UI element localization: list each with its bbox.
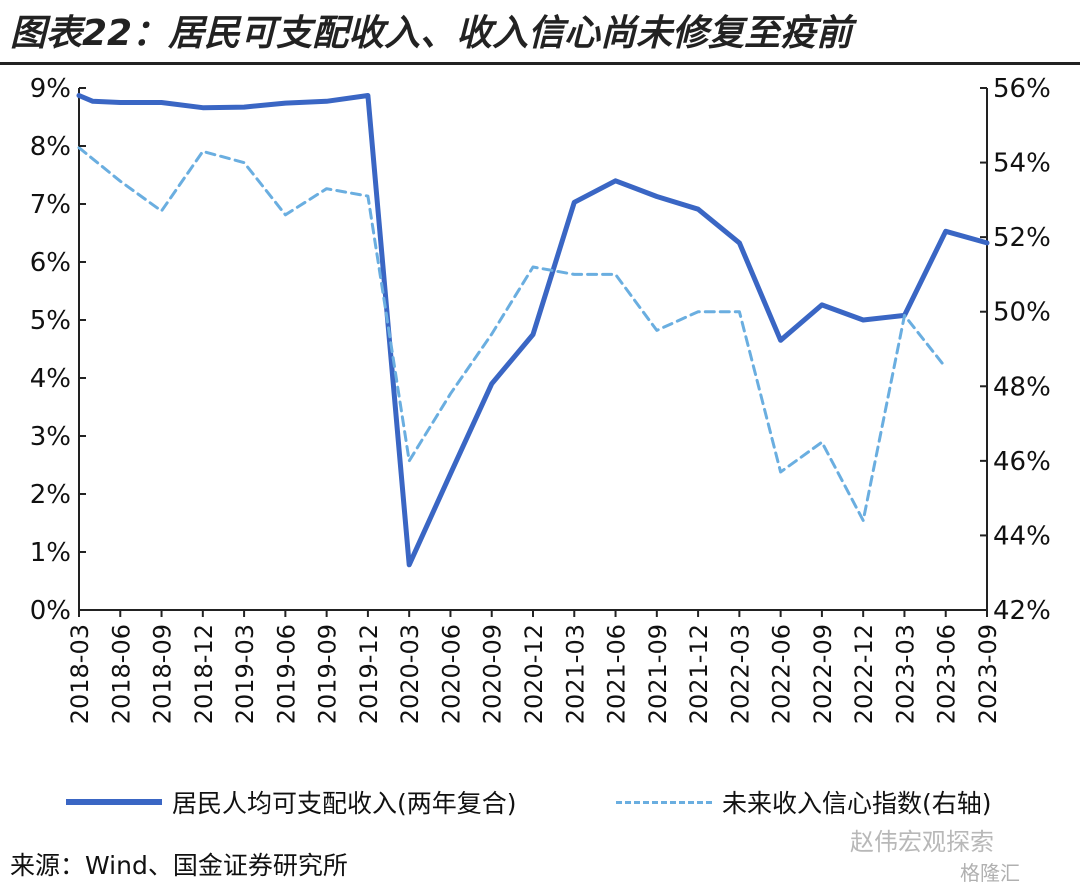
legend-swatch-solid-line: [66, 799, 162, 805]
x-axis-tick-label: 2018-09: [149, 624, 177, 724]
x-axis-tick-label: 2021-12: [685, 624, 713, 724]
left-axis-tick-label: 2%: [30, 480, 71, 510]
x-axis-tick-label: 2019-06: [272, 624, 300, 724]
left-axis-tick-label: 7%: [30, 190, 71, 220]
x-axis-tick-label: 2019-09: [314, 624, 342, 724]
x-axis-tick-label: 2020-12: [520, 624, 548, 724]
watermark-text: 赵伟宏观探索: [850, 828, 994, 856]
left-axis-tick-label: 1%: [30, 538, 71, 568]
watermark-brand: 格隆汇: [960, 861, 1020, 885]
x-axis-tick-label: 2021-09: [644, 624, 672, 724]
x-axis-tick-label: 2018-06: [107, 624, 135, 724]
right-axis-tick-label: 54%: [993, 149, 1051, 179]
title-divider: [0, 62, 1080, 65]
x-axis-tick-label: 2023-03: [891, 624, 919, 724]
right-axis-tick-label: 50%: [993, 298, 1051, 328]
x-axis-tick-label: 2022-06: [768, 624, 796, 724]
right-axis-tick-label: 56%: [993, 74, 1051, 104]
left-axis-tick-label: 5%: [30, 306, 71, 336]
x-axis-tick-label: 2020-06: [437, 624, 465, 724]
left-axis-tick-label: 3%: [30, 422, 71, 452]
left-axis-tick-label: 9%: [30, 74, 71, 104]
right-axis-tick-label: 42%: [993, 596, 1051, 626]
x-axis-tick-label: 2022-12: [850, 624, 878, 724]
left-axis-tick-label: 0%: [30, 596, 71, 626]
right-axis-tick-label: 46%: [993, 447, 1051, 477]
series-line-2: [77, 146, 948, 522]
right-axis-tick-label: 44%: [993, 521, 1051, 551]
x-axis-tick-label: 2020-03: [396, 624, 424, 724]
series-line-1: [76, 93, 990, 568]
chart-title: 图表22：居民可支配收入、收入信心尚未修复至疫前: [10, 13, 853, 54]
x-axis-tick-label: 2023-06: [933, 624, 961, 724]
legend-label-series-2: 未来收入信心指数(右轴): [722, 789, 992, 818]
x-axis-tick-label: 2019-12: [355, 624, 383, 724]
x-axis-tick-label: 2018-12: [190, 624, 218, 724]
chart-series-layer: [76, 93, 990, 568]
chart-axes: [78, 88, 988, 611]
chart-ticks-layer: 0% 1% 2% 3% 4% 5% 6% 7% 8% 9% 42% 44% 46% 48% 50% 52% 54…: [30, 74, 1051, 724]
x-axis-tick-label: 2021-03: [561, 624, 589, 724]
x-axis-tick-label: 2022-09: [809, 624, 837, 724]
legend-item-series-1: 居民人均可支配收入(两年复合): [66, 784, 517, 820]
right-axis-tick-label: 52%: [993, 223, 1051, 253]
left-axis-tick-label: 6%: [30, 248, 71, 278]
left-axis-tick-label: 8%: [30, 132, 71, 162]
x-axis-tick-label: 2018-03: [66, 624, 94, 724]
legend-label-series-1: 居民人均可支配收入(两年复合): [172, 789, 517, 818]
chart-legend: 居民人均可支配收入(两年复合) 未来收入信心指数(右轴): [66, 784, 1066, 824]
x-axis-tick-label: 2023-09: [974, 624, 1002, 724]
legend-item-series-2: 未来收入信心指数(右轴): [616, 784, 992, 820]
x-axis-tick-label: 2021-06: [603, 624, 631, 724]
left-axis-tick-label: 4%: [30, 364, 71, 394]
x-axis-tick-label: 2020-09: [479, 624, 507, 724]
legend-swatch-dashed-line: [616, 800, 712, 804]
source-note: 来源：Wind、国金证券研究所: [10, 851, 348, 880]
x-axis-tick-label: 2019-03: [231, 624, 259, 724]
x-axis-tick-label: 2022-03: [726, 624, 754, 724]
right-axis-tick-label: 48%: [993, 372, 1051, 402]
